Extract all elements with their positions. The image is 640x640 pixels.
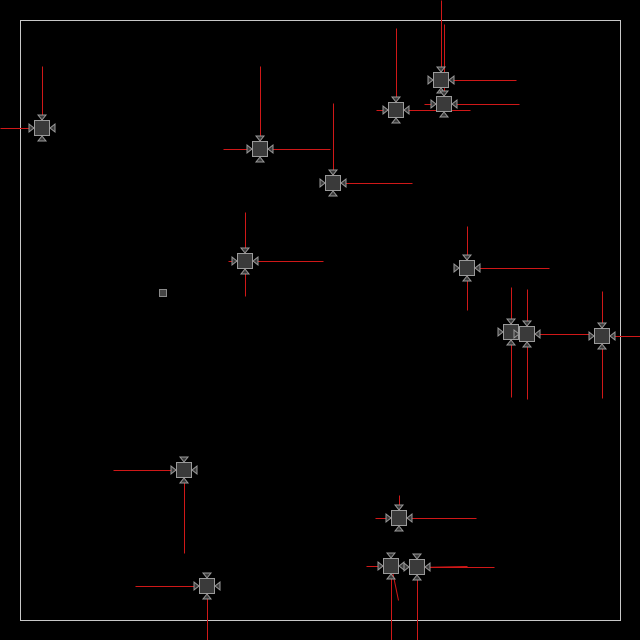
arrow-up-icon	[178, 456, 190, 463]
arrow-up-icon	[385, 552, 397, 559]
arrow-left-icon	[403, 561, 410, 573]
arrow-down-icon	[393, 525, 405, 532]
arrow-down-icon	[596, 343, 608, 350]
arrow-down-icon	[36, 135, 48, 142]
arrow-up-icon	[390, 96, 402, 103]
arrow-right-icon	[252, 255, 259, 267]
marker-1	[159, 289, 167, 297]
arrow-left-icon	[28, 122, 35, 134]
unit-body	[391, 510, 407, 526]
unit-12[interactable]	[170, 456, 198, 484]
arrow-right-icon	[49, 122, 56, 134]
arrow-right-icon	[451, 98, 458, 110]
unit-3[interactable]	[319, 169, 347, 197]
unit-body	[237, 253, 253, 269]
unit-15[interactable]	[377, 552, 405, 580]
arrow-down-icon	[390, 117, 402, 124]
arrow-left-icon	[453, 262, 460, 274]
arrow-up-icon	[327, 169, 339, 176]
unit-body	[459, 260, 475, 276]
arena-border	[20, 20, 621, 621]
arrow-down-icon	[239, 268, 251, 275]
arrow-left-icon	[319, 177, 326, 189]
unit-10[interactable]	[513, 320, 541, 348]
arrow-left-icon	[193, 580, 200, 592]
unit-7[interactable]	[231, 247, 259, 275]
arrow-up-icon	[435, 66, 447, 73]
arrow-left-icon	[377, 560, 384, 572]
arrow-up-icon	[393, 504, 405, 511]
arrow-up-icon	[411, 553, 423, 560]
unit-body	[436, 96, 452, 112]
unit-13[interactable]	[385, 504, 413, 532]
unit-11[interactable]	[588, 322, 616, 350]
arrow-left-icon	[382, 104, 389, 116]
unit-2[interactable]	[246, 135, 274, 163]
unit-body	[199, 578, 215, 594]
unit-1[interactable]	[28, 114, 56, 142]
arrow-up-icon	[239, 247, 251, 254]
arrow-down-icon	[461, 275, 473, 282]
unit-body	[519, 326, 535, 342]
arrow-left-icon	[427, 74, 434, 86]
unit-body	[34, 120, 50, 136]
arrow-right-icon	[609, 330, 616, 342]
arrow-left-icon	[513, 328, 520, 340]
arrow-down-icon	[505, 339, 517, 346]
unit-layer	[28, 66, 616, 600]
unit-body	[383, 558, 399, 574]
arrow-up-icon	[521, 320, 533, 327]
arrow-right-icon	[448, 74, 455, 86]
arrow-left-icon	[497, 326, 504, 338]
arrow-up-icon	[36, 114, 48, 121]
arrow-down-icon	[178, 477, 190, 484]
arrow-down-icon	[201, 593, 213, 600]
arrow-right-icon	[214, 580, 221, 592]
arrow-left-icon	[385, 512, 392, 524]
arrow-down-icon	[327, 190, 339, 197]
unit-body	[325, 175, 341, 191]
arrow-up-icon	[596, 322, 608, 329]
unit-4[interactable]	[382, 96, 410, 124]
arrow-down-icon	[385, 573, 397, 580]
arrow-up-icon	[438, 90, 450, 97]
arrow-up-icon	[505, 318, 517, 325]
arrow-right-icon	[424, 561, 431, 573]
arrow-left-icon	[231, 255, 238, 267]
arrow-left-icon	[170, 464, 177, 476]
arrow-right-icon	[340, 177, 347, 189]
unit-body	[176, 462, 192, 478]
arrow-right-icon	[403, 104, 410, 116]
unit-body	[409, 559, 425, 575]
unit-body	[388, 102, 404, 118]
arrow-down-icon	[254, 156, 266, 163]
unit-14[interactable]	[193, 572, 221, 600]
unit-16[interactable]	[403, 553, 431, 581]
arrow-left-icon	[588, 330, 595, 342]
arrow-up-icon	[201, 572, 213, 579]
arrow-down-icon	[411, 574, 423, 581]
arrow-right-icon	[191, 464, 198, 476]
arrow-right-icon	[267, 143, 274, 155]
arrow-right-icon	[534, 328, 541, 340]
unit-body	[433, 72, 449, 88]
arrow-right-icon	[406, 512, 413, 524]
unit-8[interactable]	[453, 254, 481, 282]
arrow-down-icon	[521, 341, 533, 348]
unit-6[interactable]	[430, 90, 458, 118]
arrow-left-icon	[430, 98, 437, 110]
unit-body	[594, 328, 610, 344]
arrow-up-icon	[461, 254, 473, 261]
arrow-left-icon	[246, 143, 253, 155]
arrow-right-icon	[474, 262, 481, 274]
arrow-down-icon	[438, 111, 450, 118]
arrow-up-icon	[254, 135, 266, 142]
unit-body	[252, 141, 268, 157]
